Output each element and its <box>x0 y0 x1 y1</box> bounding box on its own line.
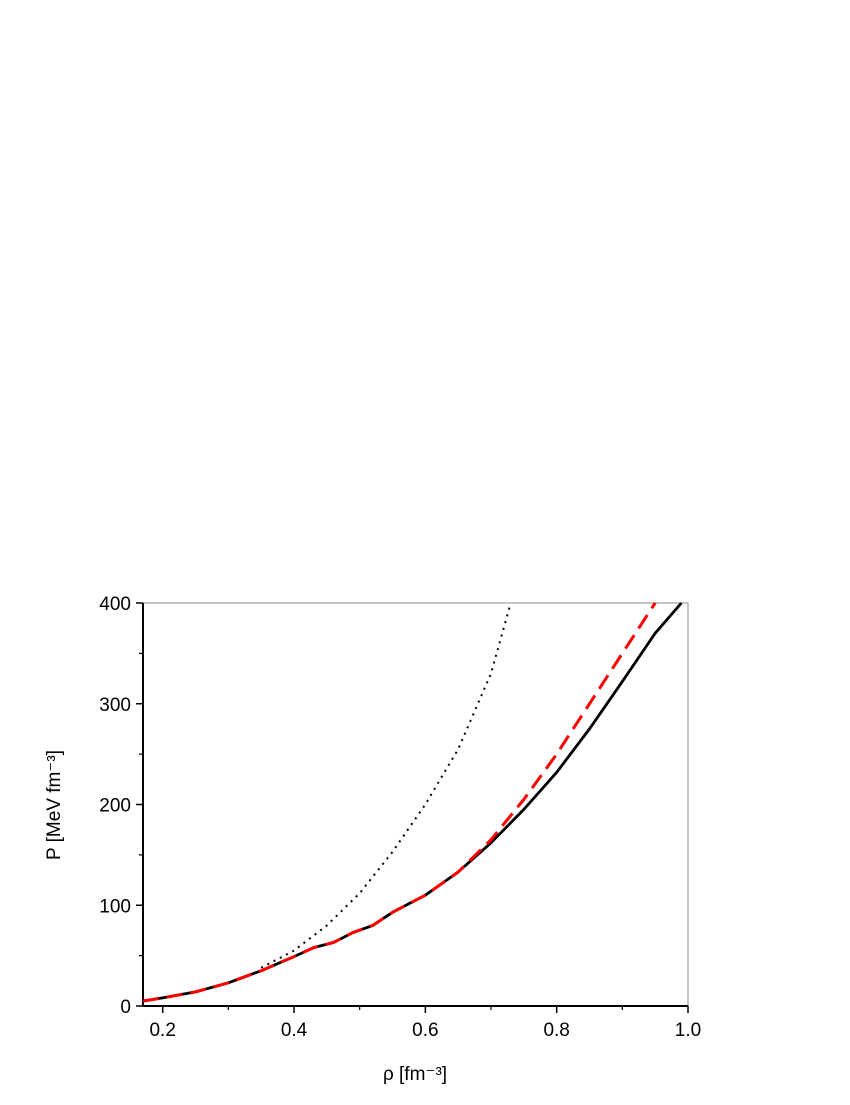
x-axis-label: ρ [fm⁻³] <box>383 1064 447 1085</box>
y-tick-label: 0 <box>120 997 131 1018</box>
x-tick-label: 1.0 <box>675 1020 701 1041</box>
x-tick-label: 0.2 <box>149 1020 175 1041</box>
y-axis-label: P [MeV fm⁻³] <box>44 750 65 860</box>
line-series <box>260 602 512 969</box>
y-tick-label: 200 <box>99 796 131 817</box>
y-tick-label: 300 <box>99 695 131 716</box>
x-tick-label: 0.8 <box>543 1020 569 1041</box>
y-tick-label: 100 <box>99 896 131 917</box>
x-tick-label: 0.6 <box>412 1020 438 1041</box>
y-tick-label: 400 <box>99 594 131 615</box>
line-series <box>142 602 683 1003</box>
plot-frame <box>142 602 689 1007</box>
x-tick-label: 0.4 <box>281 1020 308 1041</box>
line-series <box>142 602 657 1003</box>
